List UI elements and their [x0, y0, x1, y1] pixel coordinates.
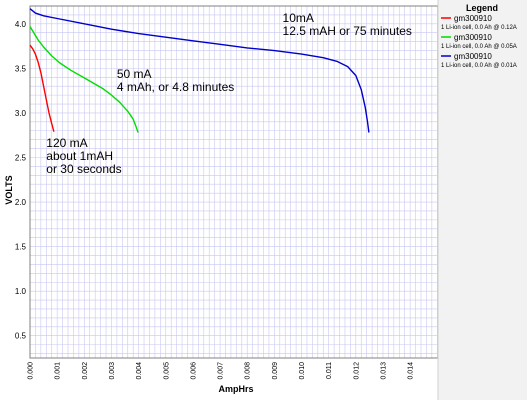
series-line [29, 26, 139, 133]
x-tick-label: 0.005 [163, 362, 170, 380]
y-tick-label: 2.0 [15, 198, 27, 207]
grid [29, 6, 440, 358]
legend-series-description: 1 Li-ion cell, 0.0 Ah @ 0.01A [441, 63, 517, 69]
y-tick-label: 1.0 [15, 287, 27, 296]
annotation-text: 120 mA [46, 136, 87, 150]
x-tick-label: 0.002 [82, 362, 89, 380]
x-tick-label: 0.011 [326, 362, 333, 379]
x-axis-title: AmpHrs [218, 384, 253, 394]
x-tick-label: 0.003 [109, 362, 116, 380]
y-tick-label: 2.5 [15, 153, 27, 162]
x-tick-label: 0.014 [408, 362, 415, 380]
legend-series-description: 1 Li-ion cell, 0.0 Ah @ 0.12A [441, 25, 517, 31]
x-tick-label: 0.010 [299, 362, 306, 380]
annotation-text: 4 mAh, or 4.8 minutes [117, 80, 234, 94]
series-line [29, 44, 55, 132]
x-tick-label: 0.013 [380, 362, 387, 380]
legend-series-name: gm300910 [454, 33, 492, 42]
y-tick-label: 3.0 [15, 109, 27, 118]
axis-ticks: 0.5 1.0 1.5 2.0 2.5 3.0 3.5 4.0 0.000 0.001 0.002 0… [15, 20, 415, 380]
x-tick-label: 0.006 [190, 362, 197, 380]
legend-panel [438, 0, 527, 400]
y-tick-label: 1.5 [15, 243, 27, 252]
x-tick-label: 0.001 [55, 362, 62, 380]
y-tick-label: 3.5 [15, 64, 27, 73]
series-line [29, 8, 370, 133]
series-lines [29, 8, 370, 133]
legend-series-name: gm300910 [454, 14, 492, 23]
legend-series-description: 1 Li-ion cell, 0.0 Ah @ 0.05A [441, 44, 517, 50]
annotation-text: 10mA [283, 11, 314, 25]
x-tick-label: 0.009 [272, 362, 279, 380]
legend-title: Legend [466, 3, 498, 13]
x-tick-label: 0.000 [28, 362, 35, 380]
annotation-text: or 30 seconds [46, 162, 121, 176]
y-axis-title: VOLTS [4, 175, 14, 204]
x-tick-label: 0.007 [218, 362, 225, 380]
legend-series-name: gm300910 [454, 52, 492, 61]
annotation-text: about 1mAH [46, 149, 113, 163]
y-tick-label: 4.0 [15, 20, 27, 29]
annotation-text: 50 mA [117, 67, 152, 81]
x-tick-label: 0.004 [136, 362, 143, 380]
y-tick-label: 0.5 [15, 332, 27, 341]
x-tick-label: 0.012 [353, 362, 360, 380]
x-tick-label: 0.008 [245, 362, 252, 380]
annotation-text: 12.5 mAH or 75 minutes [283, 24, 412, 38]
